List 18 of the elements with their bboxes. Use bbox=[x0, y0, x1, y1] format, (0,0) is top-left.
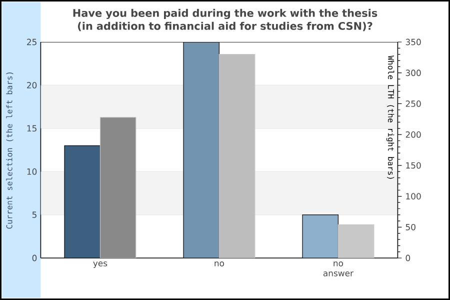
y-tick-label: 15 bbox=[27, 125, 36, 132]
y2-tick-label: 350 bbox=[406, 38, 421, 46]
y2-tick-label: 200 bbox=[406, 131, 421, 138]
y2-tick-label: 300 bbox=[406, 70, 421, 76]
chart-title: Have you been paid during the work with the thesis (in addition to financial aid for studies from CSN)? bbox=[73, 8, 378, 32]
y-tick-label: 10 bbox=[27, 168, 37, 175]
y2-tick-label: 250 bbox=[406, 100, 421, 107]
x-tick-label: no answer bbox=[323, 262, 354, 276]
y2-tick-label: 0 bbox=[406, 254, 410, 262]
y-tick-label: 5 bbox=[32, 212, 36, 218]
y2-tick-label: 100 bbox=[406, 193, 421, 200]
y-tick-label: 25 bbox=[27, 38, 36, 46]
y-tick-label: 20 bbox=[27, 82, 37, 88]
x-tick-label: yes bbox=[93, 262, 108, 268]
y2-tick-label: 50 bbox=[406, 224, 416, 230]
y2-tick-label: 150 bbox=[406, 162, 421, 169]
x-tick-label: no bbox=[214, 262, 224, 266]
y-tick-label: 0 bbox=[32, 254, 37, 262]
